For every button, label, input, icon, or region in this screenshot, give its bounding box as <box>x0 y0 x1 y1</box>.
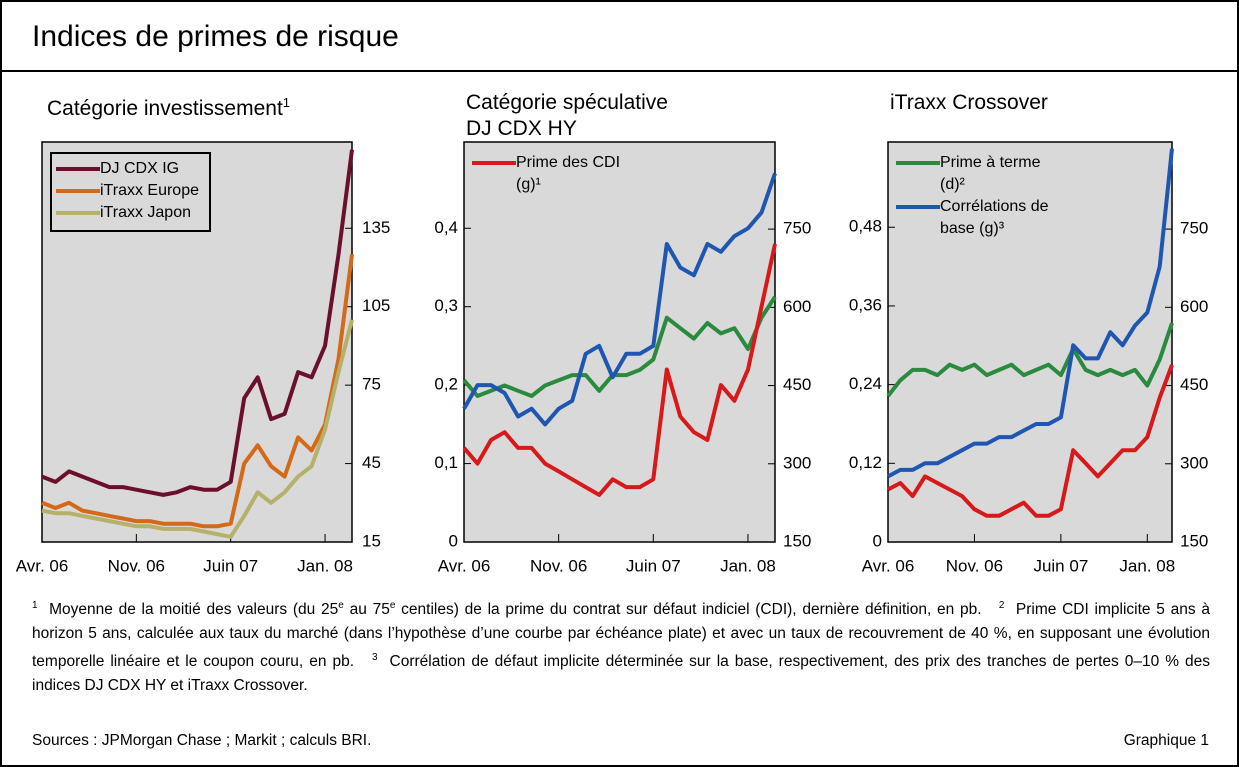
panel-title-text: iTraxx Crossover <box>890 91 1048 114</box>
y-tick-label: 135 <box>362 218 390 237</box>
title-note: 1 <box>282 95 291 110</box>
y2-tick-label: 600 <box>1180 297 1208 316</box>
y-tick-label: 0,2 <box>434 375 458 394</box>
panel-title: iTraxx Crossover <box>890 90 1048 116</box>
legend-entry: Corrélations de base (g)³ <box>896 196 1060 240</box>
legend-entry: iTraxx Europe <box>56 180 199 202</box>
footnote-text: Moyenne de la moitié des valeurs (du 25 <box>49 601 339 619</box>
legend-swatch <box>896 205 940 209</box>
y-tick-label: 75 <box>362 375 381 394</box>
x-tick-label: Nov. 06 <box>108 556 165 575</box>
footnote-marker: 3 <box>371 652 378 664</box>
series-line <box>887 364 1174 518</box>
x-tick-label: Jan. 08 <box>720 556 776 575</box>
y-tick-label: 0,12 <box>849 453 882 472</box>
panel-title-text: Catégorie investissement <box>47 97 283 120</box>
footnote-text: centiles) de la prime du contrat sur déf… <box>395 601 982 619</box>
y2-tick-label: 750 <box>1180 219 1208 238</box>
series-line <box>41 149 354 497</box>
footnote-text: Corrélation de défaut implicite détermin… <box>32 653 1210 695</box>
x-tick-label: Nov. 06 <box>530 556 587 575</box>
footnote-text: Prime CDI implicite 5 ans à horizon 5 an… <box>32 601 1210 671</box>
y2-tick-label: 750 <box>783 219 811 238</box>
footnote-text: e <box>389 600 396 611</box>
legend-swatch <box>56 189 100 193</box>
series-line <box>462 295 777 398</box>
legend-swatch <box>56 167 100 171</box>
legend-label: Corrélations de base (g)³ <box>940 198 1049 237</box>
figure-label: Graphique 1 <box>1123 732 1209 749</box>
series-line <box>41 254 354 529</box>
x-tick-label: Avr. 06 <box>862 556 915 575</box>
y-tick-label: 105 <box>362 296 390 315</box>
y2-tick-label: 450 <box>783 375 811 394</box>
y-tick-label: 0,4 <box>434 218 458 237</box>
y-tick-label: 0 <box>873 531 882 550</box>
x-tick-label: Juin 07 <box>626 556 681 575</box>
y2-tick-label: 300 <box>783 453 811 472</box>
footnote-text: e <box>338 600 344 611</box>
x-tick-label: Nov. 06 <box>946 556 1003 575</box>
y-tick-label: 0,24 <box>849 374 882 393</box>
y-tick-label: 0,1 <box>434 453 458 472</box>
series-line <box>462 172 777 427</box>
legend: DJ CDX IG iTraxx Europe iTraxx Japon <box>50 152 211 232</box>
legend-entry: iTraxx Japon <box>56 202 199 224</box>
plot-area <box>463 141 776 543</box>
legend: Prime des CDI (g)¹ <box>472 152 636 196</box>
legend-entry: Prime des CDI (g)¹ <box>472 152 636 196</box>
legend-swatch <box>472 161 516 165</box>
legend: Prime à terme (d)² Corrélations de base (… <box>896 152 1060 240</box>
title-rule <box>2 70 1237 72</box>
x-tick-label: Juin 07 <box>203 556 258 575</box>
legend-label: DJ CDX IG <box>100 160 180 177</box>
series-line <box>886 322 1174 398</box>
x-tick-label: Jan. 08 <box>297 556 353 575</box>
panel: 0 0,1 0,2 0,3 0,4 150 300 450 600 750 Avr. 06 Nov. … <box>434 141 811 575</box>
y2-tick-label: 450 <box>1180 375 1208 394</box>
x-tick-label: Avr. 06 <box>16 556 69 575</box>
y-tick-label: 0,36 <box>849 295 882 314</box>
sources: Sources : JPMorgan Chase ; Markit ; calc… <box>32 732 372 749</box>
y2-tick-label: 600 <box>783 297 811 316</box>
y-tick-label: 15 <box>362 531 381 550</box>
figure-title: Indices de primes de risque <box>32 20 399 53</box>
y-tick-label: 0,48 <box>849 217 882 236</box>
y2-tick-label: 150 <box>783 531 811 550</box>
legend-label: Prime des CDI (g)¹ <box>516 154 621 193</box>
panel-title: Catégorie investissement1 <box>47 90 290 122</box>
footnotes: 1 Moyenne de la moitié des valeurs (du 2… <box>32 594 1210 698</box>
legend-swatch <box>56 211 100 215</box>
legend-swatch <box>896 161 940 165</box>
series-line <box>462 243 777 497</box>
legend-label: iTraxx Japon <box>100 204 191 221</box>
legend-entry: Prime à terme (d)² <box>896 152 1060 196</box>
footnote-marker: 2 <box>998 600 1005 611</box>
series-line <box>887 148 1174 479</box>
y2-tick-label: 300 <box>1180 453 1208 472</box>
legend-entry: DJ CDX IG <box>56 158 199 180</box>
panel-title-text: Catégorie spéculative <box>466 91 668 114</box>
x-tick-label: Jan. 08 <box>1119 556 1175 575</box>
y-tick-label: 0 <box>449 531 458 550</box>
footnote-marker: 1 <box>32 600 38 611</box>
footnote-text: au 75 <box>343 601 390 619</box>
legend-label: iTraxx Europe <box>100 182 199 199</box>
series-line <box>41 319 354 539</box>
legend-label: Prime à terme (d)² <box>940 154 1041 193</box>
y-tick-label: 0,3 <box>434 296 458 315</box>
panel-subtitle: DJ CDX HY <box>466 117 577 140</box>
x-tick-label: Avr. 06 <box>438 556 491 575</box>
panel-title: Catégorie spéculative DJ CDX HY <box>466 90 668 142</box>
y2-tick-label: 150 <box>1180 531 1208 550</box>
x-tick-label: Juin 07 <box>1033 556 1088 575</box>
y-tick-label: 45 <box>362 453 381 472</box>
